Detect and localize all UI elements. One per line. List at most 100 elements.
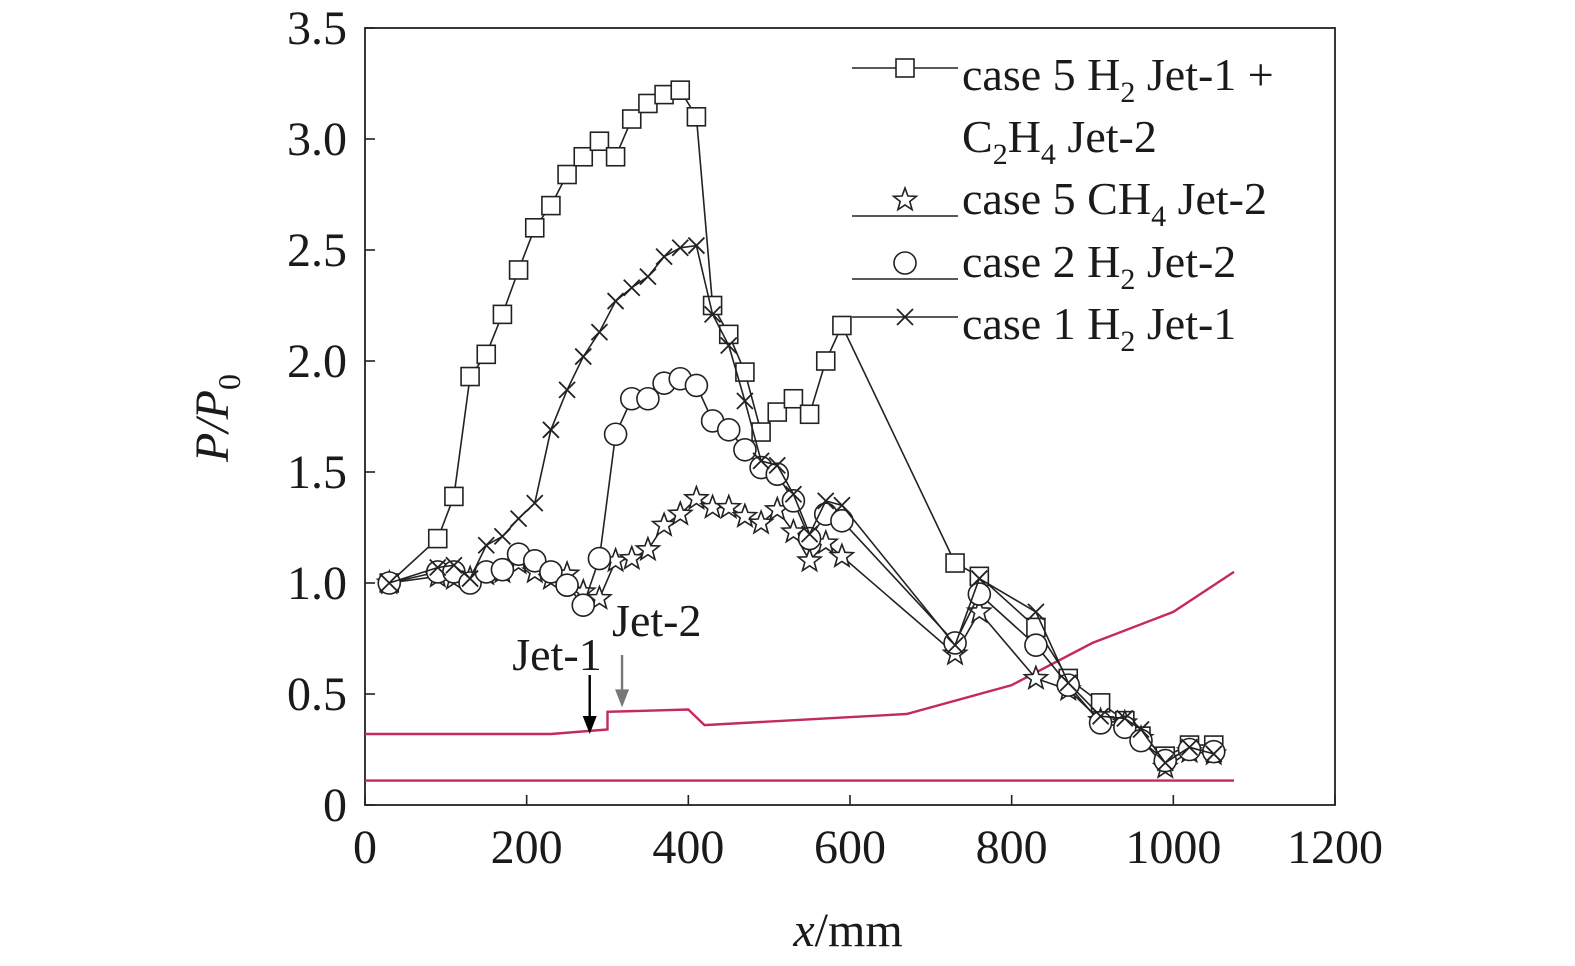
legend-marker-star (891, 185, 919, 212)
data-point-case1-h2 (623, 279, 641, 297)
x-tick-label: 400 (652, 821, 724, 874)
legend-label: case 5 CH4 Jet-2 (962, 173, 1267, 233)
y-tick-label: 1.5 (287, 446, 347, 499)
data-point-case2-h2 (1056, 673, 1081, 697)
data-point-case5-h2-c2h4 (605, 146, 626, 167)
data-point-case5-ch4 (666, 499, 694, 526)
data-point-case1-h2 (800, 525, 819, 543)
data-point-case1-h2 (671, 239, 689, 257)
data-point-case5-h2-c2h4 (524, 218, 545, 238)
geometry-profile (365, 570, 1235, 782)
data-point-case2-h2 (1024, 633, 1048, 657)
data-point-case1-h2 (1132, 720, 1150, 739)
x-tick-label: 600 (814, 821, 886, 874)
data-point-case5-ch4 (682, 484, 710, 511)
data-point-case5-ch4 (715, 493, 743, 520)
data-point-case1-h2 (1059, 674, 1077, 692)
data-point-case2-h2 (636, 386, 660, 411)
y-tick-label: 1.0 (287, 557, 347, 610)
data-point-case1-h2 (461, 569, 479, 588)
data-point-case1-h2 (590, 323, 609, 341)
y-tick-label: 0 (323, 779, 347, 832)
annotation-jet-2: Jet-2 (612, 595, 701, 646)
data-point-case5-h2-c2h4 (444, 486, 464, 507)
data-point-case5-h2-c2h4 (589, 131, 610, 152)
data-point-case5-h2-c2h4 (686, 107, 707, 127)
data-point-case1-h2 (509, 509, 528, 528)
data-point-case1-h2 (493, 527, 512, 546)
data-point-case5-h2-c2h4 (654, 84, 674, 105)
data-point-case5-ch4 (585, 584, 613, 611)
legend-entry-case5-h2-c2h4: case 5 H2 Jet-1 +C2H4 Jet-2 (852, 49, 1274, 171)
data-point-case2-h2 (490, 557, 515, 582)
legend-label: case 1 H2 Jet-1 (962, 298, 1236, 358)
x-tick-label: 1000 (1125, 821, 1221, 874)
data-point-case1-h2 (429, 558, 447, 577)
data-point-case2-h2 (522, 548, 547, 573)
data-point-case1-h2 (380, 574, 398, 592)
jet-2-arrow (615, 655, 630, 708)
data-point-case2-h2 (797, 526, 822, 551)
data-point-case2-h2 (458, 571, 482, 595)
y-tick-label: 3.0 (287, 113, 347, 166)
legend-entry-case1-h2: case 1 H2 Jet-1 (852, 298, 1236, 358)
y-tick-label: 0.5 (287, 668, 347, 721)
data-point-case5-ch4 (731, 502, 759, 528)
data-point-case1-h2 (542, 421, 560, 439)
data-point-case2-h2 (967, 582, 992, 606)
series-case1-h2 (380, 236, 1223, 772)
data-point-case1-h2 (736, 392, 754, 410)
legend-label: case 5 H2 Jet-1 + (962, 49, 1274, 109)
jet-1-arrow (582, 675, 597, 734)
data-point-case1-h2 (477, 536, 495, 554)
data-point-case1-h2 (720, 336, 738, 355)
data-point-case5-h2-c2h4 (751, 422, 771, 442)
x-tick-label: 1200 (1287, 821, 1383, 874)
data-point-case5-h2-c2h4 (573, 146, 594, 167)
plot-frame (364, 27, 1336, 806)
data-point-case1-h2 (526, 494, 544, 512)
data-point-case1-h2 (946, 636, 964, 654)
data-point-case5-h2-c2h4 (718, 324, 739, 345)
legend-entry-case2-h2: case 2 H2 Jet-2 (852, 236, 1236, 296)
data-point-case2-h2 (684, 373, 709, 398)
data-point-case5-h2-c2h4 (767, 402, 788, 422)
data-point-case2-h2 (765, 462, 790, 487)
data-point-case1-h2 (752, 452, 770, 470)
data-point-case1-h2 (833, 496, 851, 514)
data-point-case5-h2-c2h4 (427, 528, 448, 549)
data-point-case5-ch4 (779, 517, 807, 544)
y-tick-label: 3.5 (287, 2, 347, 55)
data-point-case2-h2 (539, 560, 563, 584)
data-point-case5-ch4 (795, 546, 824, 573)
data-point-case1-h2 (655, 248, 673, 266)
data-point-case5-ch4 (650, 511, 678, 537)
x-tick-label: 0 (353, 821, 377, 874)
data-point-case5-h2-c2h4 (508, 260, 529, 280)
data-point-case5-h2-c2h4 (476, 344, 497, 365)
data-point-case1-h2 (687, 236, 706, 255)
data-point-case1-h2 (1091, 707, 1110, 725)
data-point-case1-h2 (574, 347, 592, 366)
y-axis-title: P/P0 (186, 374, 247, 463)
x-tick-label: 200 (491, 821, 563, 874)
x-tick-label: 800 (976, 821, 1048, 874)
y-tick-label: 2.5 (287, 224, 347, 277)
data-point-case1-h2 (1116, 709, 1134, 728)
data-point-case2-h2 (603, 422, 628, 447)
data-point-case1-h2 (703, 305, 722, 324)
data-point-case1-h2 (606, 292, 625, 310)
data-point-case1-h2 (1027, 603, 1045, 621)
legend-label: case 2 H2 Jet-2 (962, 236, 1236, 296)
data-point-case5-h2-c2h4 (460, 366, 480, 387)
data-point-case1-h2 (817, 492, 835, 510)
data-point-case5-h2-c2h4 (492, 304, 513, 325)
data-point-case5-ch4 (828, 542, 856, 568)
data-point-case5-h2-c2h4 (832, 315, 852, 336)
data-point-case2-h2 (587, 546, 612, 571)
data-point-case2-h2 (571, 593, 596, 618)
y-tick-label: 2.0 (287, 335, 347, 388)
data-point-case2-h2 (830, 509, 854, 533)
